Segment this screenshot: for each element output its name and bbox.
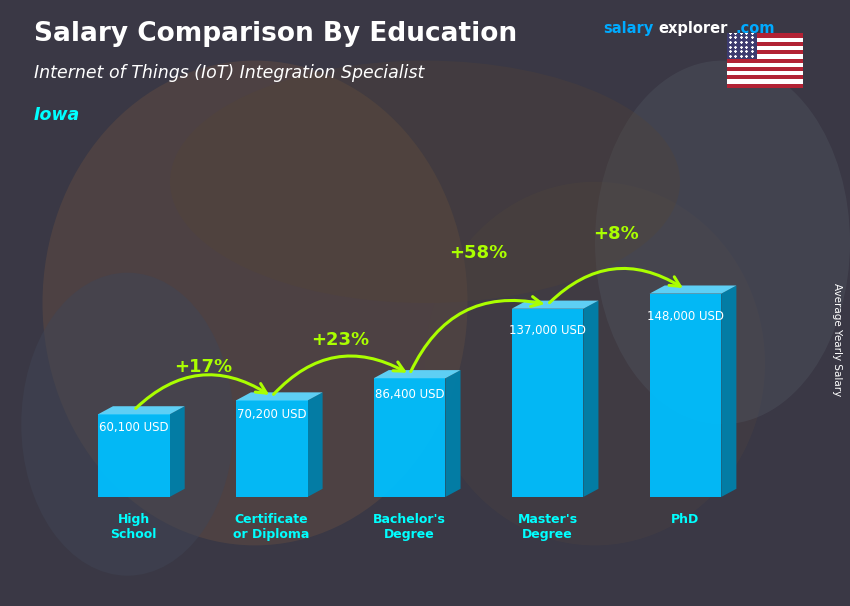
Polygon shape — [512, 308, 583, 497]
Text: 70,200 USD: 70,200 USD — [237, 408, 307, 421]
Bar — [727, 79, 803, 84]
Bar — [727, 33, 757, 59]
Polygon shape — [98, 406, 184, 415]
Text: salary: salary — [604, 21, 654, 36]
Polygon shape — [170, 406, 184, 497]
Polygon shape — [374, 370, 461, 378]
Polygon shape — [512, 301, 598, 308]
Ellipse shape — [42, 61, 468, 545]
Polygon shape — [722, 285, 736, 497]
Polygon shape — [649, 285, 736, 294]
Text: Internet of Things (IoT) Integration Specialist: Internet of Things (IoT) Integration Spe… — [34, 64, 424, 82]
Bar — [727, 38, 803, 42]
Bar — [727, 75, 803, 79]
Text: explorer: explorer — [659, 21, 728, 36]
Text: 148,000 USD: 148,000 USD — [647, 310, 724, 323]
Text: +23%: +23% — [312, 330, 370, 348]
Ellipse shape — [595, 61, 850, 424]
Polygon shape — [235, 401, 308, 497]
Ellipse shape — [425, 182, 765, 545]
Text: +58%: +58% — [450, 244, 507, 262]
Bar — [727, 33, 803, 38]
Bar — [727, 46, 803, 50]
Bar — [727, 84, 803, 88]
Polygon shape — [308, 392, 323, 497]
Text: Salary Comparison By Education: Salary Comparison By Education — [34, 21, 517, 47]
Text: Iowa: Iowa — [34, 106, 80, 124]
Text: .com: .com — [735, 21, 774, 36]
Polygon shape — [98, 415, 170, 497]
Bar — [727, 59, 803, 62]
Text: +8%: +8% — [593, 225, 639, 243]
Bar — [727, 42, 803, 46]
Text: 137,000 USD: 137,000 USD — [509, 324, 586, 337]
Ellipse shape — [170, 61, 680, 303]
Ellipse shape — [21, 273, 234, 576]
Bar — [727, 50, 803, 55]
Text: 60,100 USD: 60,100 USD — [99, 421, 168, 434]
Polygon shape — [583, 301, 598, 497]
Polygon shape — [235, 392, 323, 401]
Bar — [727, 67, 803, 71]
Text: Average Yearly Salary: Average Yearly Salary — [832, 283, 842, 396]
Polygon shape — [374, 378, 445, 497]
Bar — [727, 62, 803, 67]
Polygon shape — [649, 294, 722, 497]
Bar — [727, 55, 803, 59]
Text: 86,400 USD: 86,400 USD — [375, 388, 445, 401]
Polygon shape — [445, 370, 461, 497]
Text: +17%: +17% — [173, 358, 232, 376]
Bar — [727, 71, 803, 75]
